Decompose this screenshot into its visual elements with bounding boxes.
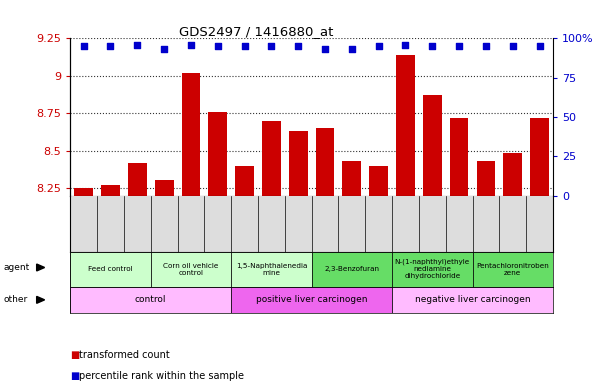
Bar [151,252,231,287]
Text: positive liver carcinogen: positive liver carcinogen [256,295,367,305]
Point [428,43,437,49]
Bar [530,118,549,196]
Bar [392,252,472,287]
Point [293,43,303,49]
Bar [450,118,469,196]
Bar [181,73,200,196]
Text: N-(1-naphthyl)ethyle
nediamine
dihydrochloride: N-(1-naphthyl)ethyle nediamine dihydroch… [395,259,470,280]
Bar [342,161,361,196]
Text: percentile rank within the sample: percentile rank within the sample [79,371,244,381]
Point [213,43,222,49]
Text: ■: ■ [70,371,79,381]
Bar [316,127,334,196]
Polygon shape [37,296,45,303]
Text: Feed control: Feed control [88,266,133,272]
Point [79,43,89,49]
Bar [101,185,120,196]
Point [266,43,276,49]
Point [374,43,384,49]
Bar [289,131,307,196]
Point [240,43,249,49]
Text: agent: agent [3,263,29,272]
Text: Pentachloronitroben
zene: Pentachloronitroben zene [477,263,549,276]
Point [159,46,169,53]
Text: GDS2497 / 1416880_at: GDS2497 / 1416880_at [180,25,334,38]
Text: 1,5-Naphthalenedia
mine: 1,5-Naphthalenedia mine [236,263,307,276]
Point [508,43,518,49]
Bar [155,180,174,196]
Point [186,41,196,48]
Point [401,41,411,48]
Point [320,46,330,53]
Point [133,41,142,48]
Point [454,43,464,49]
Bar [235,166,254,196]
Bar [369,166,388,196]
Bar [231,252,312,287]
Bar [75,188,93,196]
Text: control: control [135,295,166,305]
Text: 2,3-Benzofuran: 2,3-Benzofuran [324,266,379,272]
Bar [208,112,227,196]
Bar [477,161,496,196]
Text: negative liver carcinogen: negative liver carcinogen [415,295,530,305]
Point [347,46,357,53]
Bar [472,252,553,287]
Bar [503,153,522,196]
Text: ■: ■ [70,350,79,360]
Bar [262,121,281,196]
Bar [128,163,147,196]
Text: transformed count: transformed count [79,350,170,360]
Bar [70,287,231,313]
Point [106,43,115,49]
Point [535,43,544,49]
Bar [423,95,442,196]
Bar [396,55,415,196]
Bar [312,252,392,287]
Point [481,43,491,49]
Polygon shape [37,264,45,271]
Text: Corn oil vehicle
control: Corn oil vehicle control [163,263,219,276]
Bar [392,287,553,313]
Bar [70,252,151,287]
Text: other: other [3,295,27,305]
Bar [231,287,392,313]
